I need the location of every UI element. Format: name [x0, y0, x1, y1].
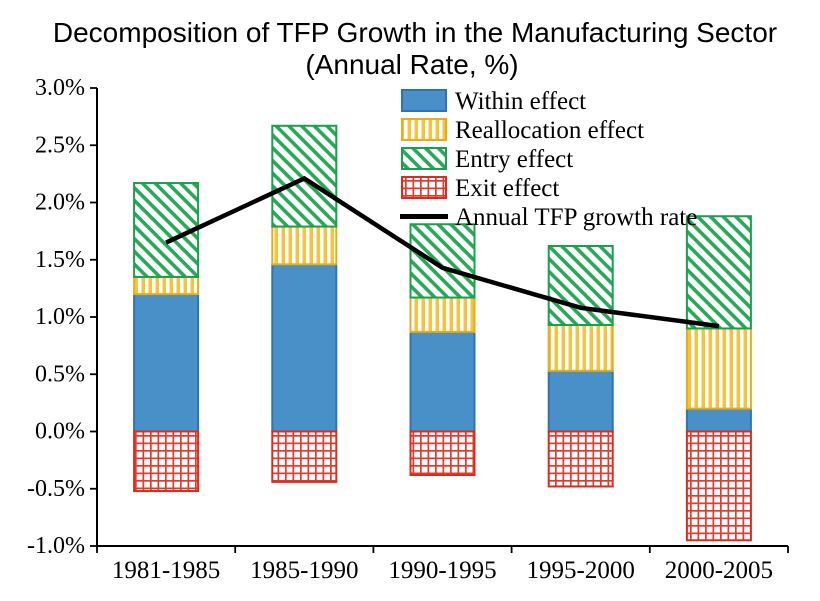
- plot-area: -1.0% -0.5% 0.0% 0.5% 1.0% 1.5% 2.0% 2.5% 3.0% 19…: [27, 75, 789, 584]
- legend-label: Reallocation effect: [455, 117, 644, 144]
- x-axis-category-label: 1995-2000: [527, 557, 635, 584]
- y-axis-tick-label: 3.0%: [35, 75, 85, 101]
- bar-segment: [271, 225, 338, 266]
- bar-segment: [685, 407, 752, 433]
- y-axis-tick-label: 2.0%: [35, 190, 85, 216]
- legend-swatch: [401, 147, 447, 170]
- legend-label: Annual TFP growth rate: [455, 204, 697, 231]
- chart-subtitle: (Annual Rate, %): [305, 49, 518, 80]
- x-axis-category-label: 2000-2005: [665, 557, 773, 584]
- bar-segment: [547, 369, 614, 433]
- legend-item: Exit effect: [401, 175, 559, 202]
- bar-segment: [133, 182, 200, 278]
- x-axis-category-label: 1981-1985: [112, 557, 220, 584]
- legend-item: Entry effect: [401, 146, 573, 173]
- bar-segment: [271, 430, 338, 483]
- legend-item: Reallocation effect: [401, 117, 644, 144]
- bar-segment: [547, 430, 614, 488]
- x-axis-category-label: 1985-1990: [250, 557, 358, 584]
- bar-segment: [409, 223, 476, 299]
- bar-segment: [547, 245, 614, 327]
- legend-swatch: [401, 176, 447, 199]
- chart-title: Decomposition of TFP Growth in the Manuf…: [53, 17, 777, 48]
- bar-segment: [409, 296, 476, 333]
- legend-item: Within effect: [401, 88, 586, 115]
- bar-segment: [133, 430, 200, 493]
- x-axis-category-label: 1990-1995: [388, 557, 496, 584]
- y-axis-tick-label: 1.5%: [35, 247, 85, 273]
- y-axis-tick-label: -0.5%: [27, 476, 85, 502]
- bar-segment: [271, 263, 338, 433]
- bar-segment: [409, 430, 476, 477]
- legend-label: Within effect: [455, 88, 586, 115]
- y-axis-tick-label: 2.5%: [35, 132, 85, 158]
- legend-item: Annual TFP growth rate: [400, 204, 697, 231]
- bar-segment: [133, 293, 200, 433]
- y-axis-tick-label: 1.0%: [35, 304, 85, 330]
- bar-segment: [133, 275, 200, 296]
- bar-segment: [685, 430, 752, 542]
- bar-segment: [685, 215, 752, 330]
- tfp-growth-line: [165, 175, 720, 329]
- y-axis-tick-label: 0.5%: [35, 361, 85, 387]
- legend-label: Exit effect: [455, 175, 559, 202]
- bar-segment: [547, 324, 614, 372]
- bar-segment: [409, 330, 476, 433]
- legend-label: Entry effect: [455, 146, 573, 173]
- y-axis-tick-label: -1.0%: [27, 533, 85, 559]
- bar-segment: [685, 327, 752, 410]
- y-axis-tick-label: 0.0%: [35, 419, 85, 445]
- legend-swatch: [401, 89, 447, 112]
- legend-swatch: [401, 118, 447, 141]
